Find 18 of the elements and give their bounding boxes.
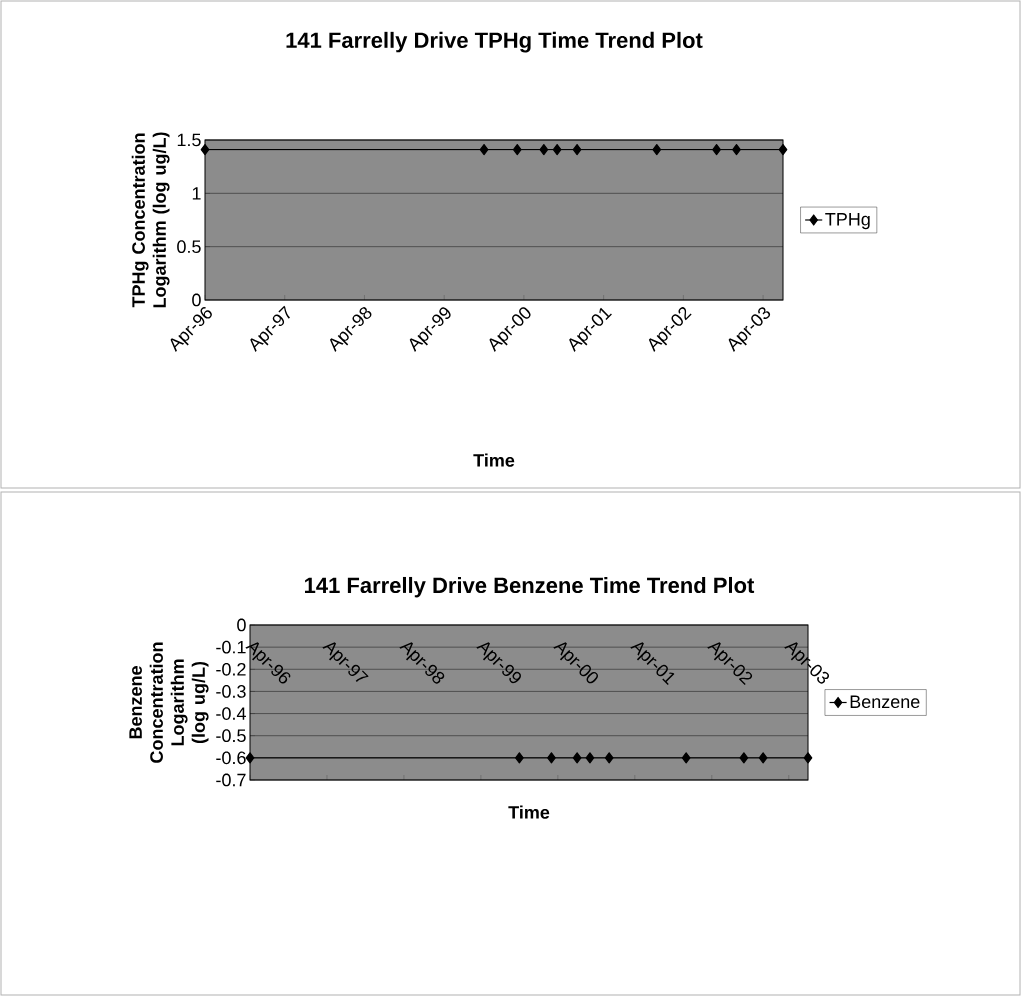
y-tick-label: -0.4 bbox=[216, 707, 246, 720]
y-tick-label: 0 bbox=[237, 618, 246, 632]
y-axis-title: TPHg Concentration Logarithm (log ug/L) bbox=[131, 132, 170, 308]
legend-label: Benzene bbox=[850, 695, 920, 709]
y-tick-label: 1 bbox=[192, 187, 201, 200]
x-axis-title: Time bbox=[508, 805, 550, 819]
y-tick-label: -0.3 bbox=[216, 685, 246, 698]
legend-label: TPHg bbox=[825, 213, 870, 230]
y-tick-label: -0.5 bbox=[216, 729, 246, 743]
y-tick-label: 0 bbox=[192, 293, 201, 307]
y-tick-label: -0.7 bbox=[216, 773, 246, 787]
chart-title: 141 Farrelly Drive TPHg Time Trend Plot bbox=[286, 31, 703, 53]
chart-title: 141 Farrelly Drive Benzene Time Trend Plot bbox=[305, 576, 755, 598]
y-axis-title: Benzene Concentration Logarithm (log ug/L) bbox=[129, 642, 209, 763]
x-axis-title: Time bbox=[473, 453, 515, 467]
y-tick-label: 1.5 bbox=[177, 133, 201, 147]
y-tick-label: 0.5 bbox=[177, 240, 201, 254]
y-tick-label: -0.6 bbox=[216, 751, 246, 765]
